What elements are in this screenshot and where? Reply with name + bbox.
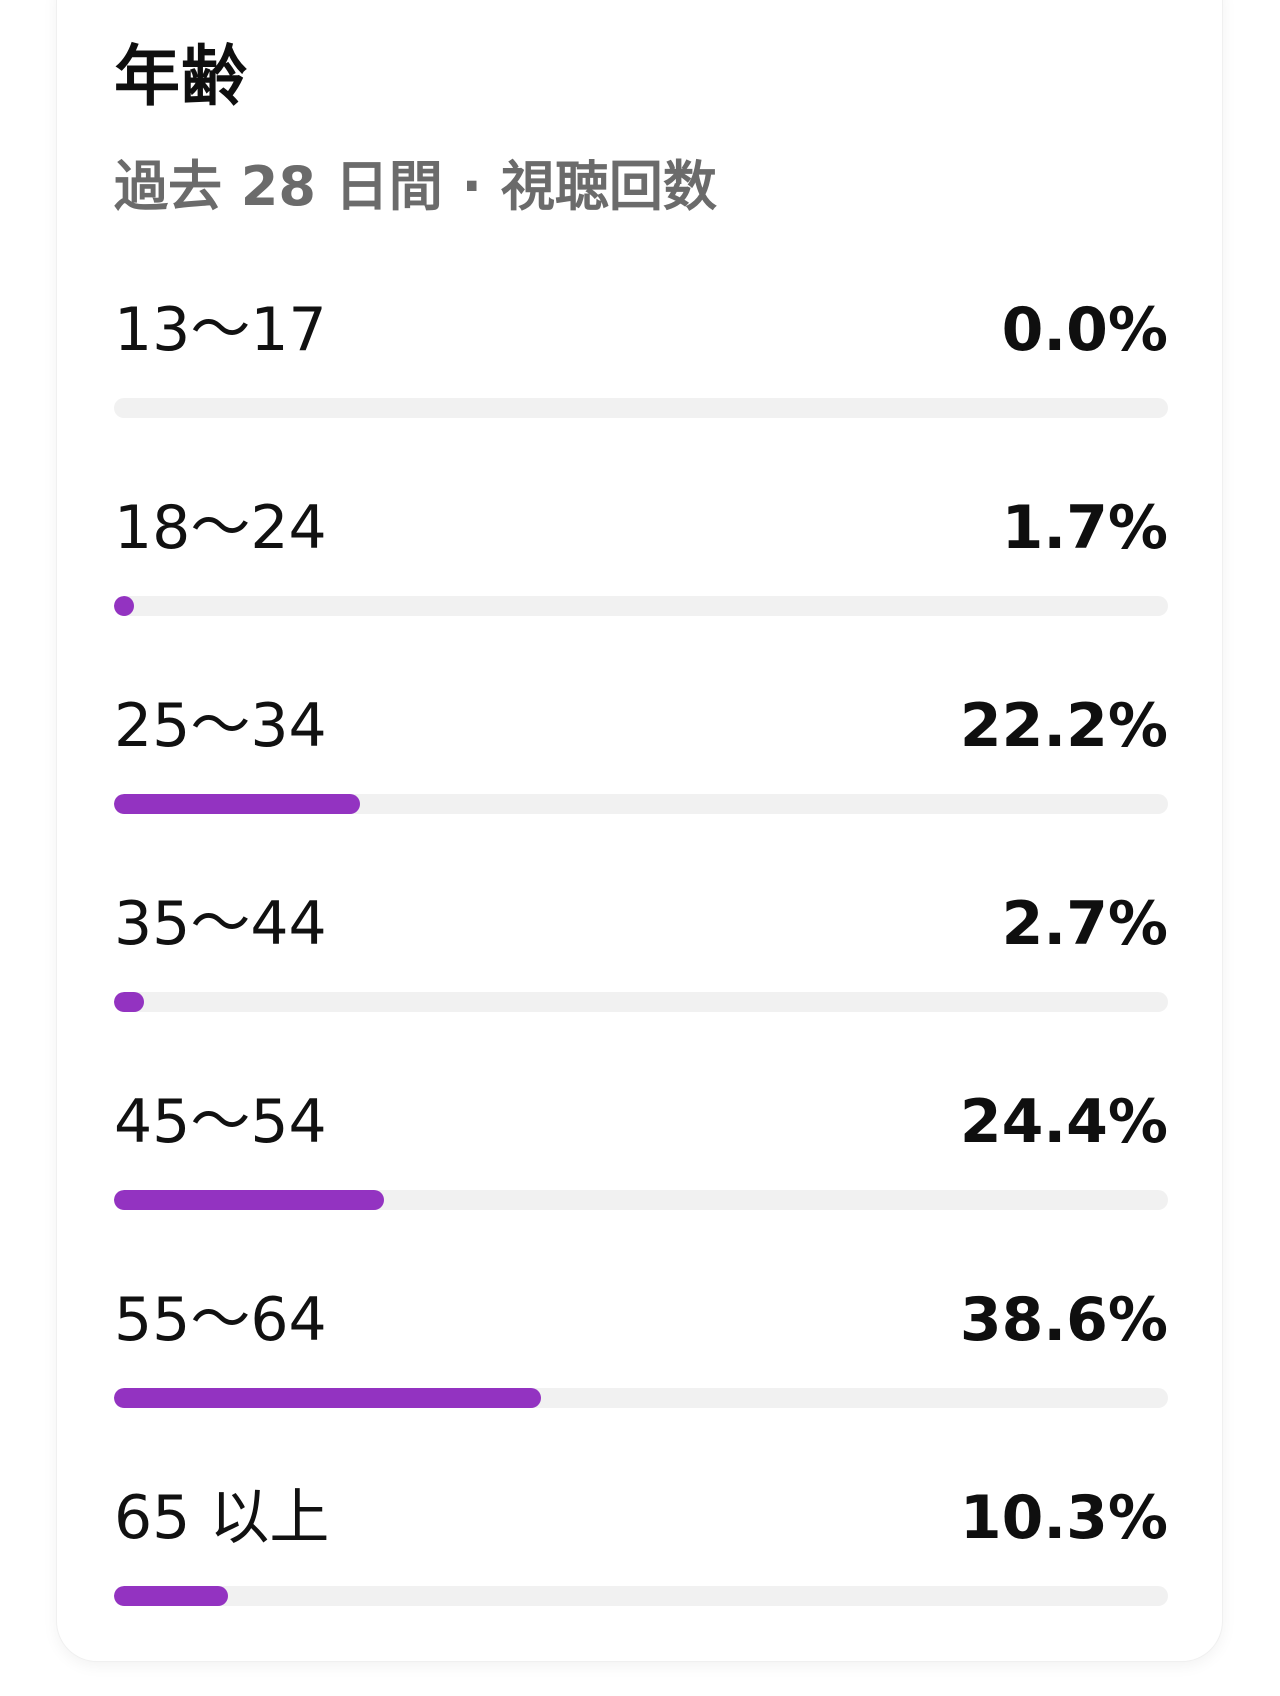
card-title: 年齢: [114, 38, 248, 115]
progress-track: [114, 1586, 1168, 1606]
age-group-row: 65 以上 10.3%: [114, 1488, 1168, 1638]
age-group-percentage: 22.2%: [959, 691, 1168, 761]
progress-track: [114, 596, 1168, 616]
age-group-label: 45～54: [114, 1087, 327, 1157]
progress-track: [114, 794, 1168, 814]
age-group-row: 18～24 1.7%: [114, 498, 1168, 648]
age-group-percentage: 38.6%: [959, 1285, 1168, 1355]
age-group-row: 13～17 0.0%: [114, 300, 1168, 450]
age-group-label: 55～64: [114, 1285, 327, 1355]
age-group-label: 13～17: [114, 295, 327, 365]
progress-track: [114, 398, 1168, 418]
progress-fill: [114, 794, 360, 814]
progress-track: [114, 1388, 1168, 1408]
age-group-percentage: 2.7%: [1001, 889, 1168, 959]
age-group-row: 55～64 38.6%: [114, 1290, 1168, 1440]
age-group-percentage: 1.7%: [1001, 493, 1168, 563]
age-group-label: 25～34: [114, 691, 327, 761]
age-group-label: 18～24: [114, 493, 327, 563]
progress-fill: [114, 1388, 541, 1408]
age-group-row: 35～44 2.7%: [114, 894, 1168, 1044]
age-group-percentage: 0.0%: [1001, 295, 1168, 365]
age-card: [57, 0, 1222, 1661]
card-subtitle: 過去 28 日間 · 視聴回数: [114, 155, 717, 218]
progress-track: [114, 992, 1168, 1012]
age-group-label: 35～44: [114, 889, 327, 959]
progress-fill: [114, 1586, 228, 1606]
progress-fill: [114, 1190, 384, 1210]
progress-fill: [114, 596, 134, 616]
age-group-label: 65 以上: [114, 1483, 330, 1553]
age-group-percentage: 24.4%: [959, 1087, 1168, 1157]
age-group-row: 45～54 24.4%: [114, 1092, 1168, 1242]
age-group-row: 25～34 22.2%: [114, 696, 1168, 846]
progress-track: [114, 1190, 1168, 1210]
progress-fill: [114, 992, 144, 1012]
age-group-percentage: 10.3%: [959, 1483, 1168, 1553]
